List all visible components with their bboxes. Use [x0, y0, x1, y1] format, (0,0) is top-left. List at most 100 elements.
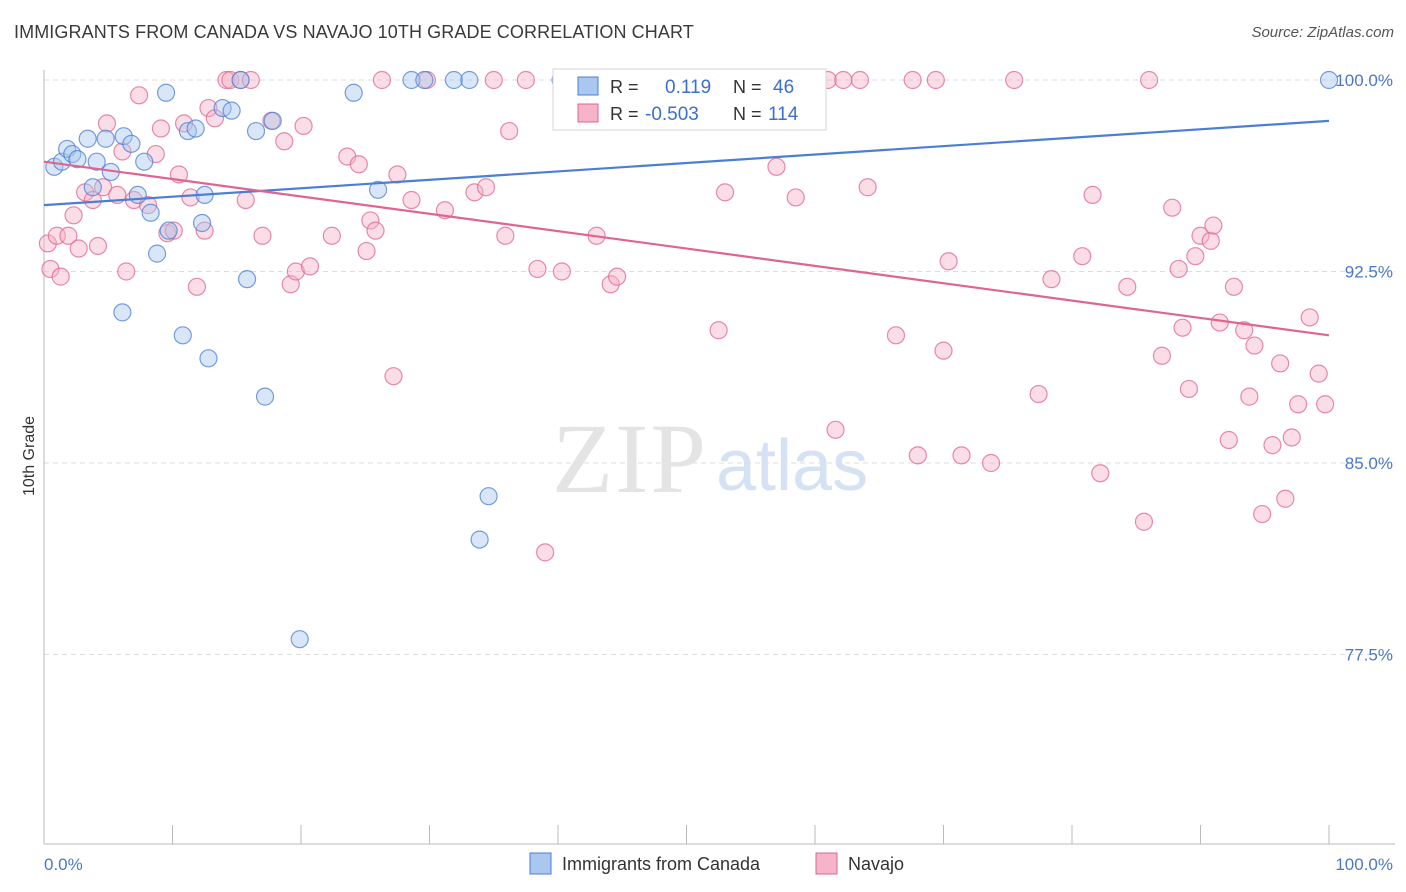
x-tick-label-max: 100.0% [1335, 855, 1393, 874]
chart-title: IMMIGRANTS FROM CANADA VS NAVAJO 10TH GR… [14, 22, 694, 42]
navajo-point [552, 262, 571, 281]
navajo-point [1152, 346, 1172, 365]
legend-n-value-2: 114 [768, 104, 799, 125]
canada-point [63, 144, 82, 164]
navajo-point [286, 262, 305, 281]
watermark-zip: ZIP [552, 403, 708, 514]
canada-point [113, 303, 132, 322]
bottom-legend: Immigrants from Canada Navajo [529, 852, 904, 875]
navajo-point [1029, 384, 1048, 404]
navajo-point [294, 116, 313, 136]
navajo-point [300, 257, 320, 276]
legend-r-label-2: R = [610, 104, 639, 124]
grid-lines [44, 79, 1395, 655]
bottom-legend-swatch-canada [529, 852, 552, 875]
navajo-point [1073, 247, 1092, 266]
legend-n-label-2: N = [733, 104, 762, 124]
navajo-point [1235, 321, 1254, 340]
navajo-point [465, 183, 484, 202]
canada-point [173, 326, 192, 345]
y-tick-label: 100.0% [1335, 71, 1393, 90]
watermark-atlas: atlas [716, 426, 868, 506]
navajo-point [1282, 428, 1301, 447]
navajo-point [767, 157, 786, 176]
navajo-point [372, 70, 392, 90]
navajo-point [187, 277, 207, 296]
canada-point [255, 387, 275, 406]
navajo-point [516, 70, 535, 90]
navajo-point [715, 183, 735, 202]
source-label: Source: ZipAtlas.com [1251, 24, 1394, 41]
navajo-point [834, 70, 853, 90]
canada-point [237, 270, 257, 289]
canada-point [78, 129, 97, 148]
navajo-point [64, 206, 83, 225]
canada-point [135, 152, 154, 171]
navajo-point [1271, 354, 1290, 373]
navajo-point [1169, 259, 1188, 279]
navajo-point [69, 239, 88, 258]
navajo-point [1224, 277, 1244, 296]
canada-point [263, 111, 282, 130]
navajo-point [1276, 489, 1295, 508]
navajo-point [402, 190, 421, 210]
canada-point [231, 70, 250, 90]
navajo-point [59, 226, 78, 245]
navajo-point [1083, 185, 1102, 204]
navajo-point [384, 367, 403, 386]
navajo-point [608, 267, 627, 286]
navajo-point [1210, 313, 1229, 332]
navajo-point [981, 453, 1001, 473]
canada-point [479, 487, 498, 506]
navajo-point [1091, 464, 1110, 483]
navajo-point [1163, 198, 1182, 217]
trend-lines [43, 119, 1330, 337]
canada-point [415, 70, 434, 90]
navajo-point [1300, 308, 1319, 327]
canada-point [122, 134, 141, 153]
navajo-point [1316, 395, 1335, 414]
bottom-legend-label-canada: Immigrants from Canada [562, 854, 761, 874]
canada-point [141, 203, 160, 222]
navajo-point [83, 190, 102, 210]
canada-point [159, 221, 178, 240]
canada-point [222, 101, 241, 120]
navajo-point [164, 221, 183, 240]
navajo-point [709, 321, 728, 340]
canada-points [45, 70, 1339, 649]
navajo-point [217, 70, 236, 90]
axes [43, 70, 1395, 845]
canada-point [96, 129, 115, 148]
navajo-point [1204, 216, 1223, 235]
canada-point [1319, 70, 1339, 90]
navajo-point [236, 190, 255, 210]
y-tick-label: 92.5% [1345, 263, 1393, 282]
watermark: ZIP atlas [552, 403, 868, 514]
navajo-point [221, 70, 240, 90]
navajo-point [181, 188, 200, 207]
y-tick-label: 85.0% [1345, 454, 1393, 473]
canada-point [344, 83, 363, 102]
navajo-point [850, 70, 870, 90]
canada-point [470, 530, 489, 549]
canada-point [87, 152, 106, 171]
navajo-point [205, 109, 225, 128]
navajo-point [1042, 270, 1061, 289]
navajo-point [528, 259, 547, 279]
y-tick-label: 77.5% [1345, 646, 1393, 665]
canada-point [460, 70, 479, 90]
y-tick-labels: 77.5% 85.0% 92.5% 100.0% [1335, 71, 1393, 665]
navajo-point [1240, 387, 1259, 406]
navajo-points [38, 70, 1335, 562]
navajo-point [1191, 226, 1210, 245]
navajo-point [388, 165, 407, 184]
navajo-point [1245, 336, 1264, 355]
legend-n-label-1: N = [733, 77, 762, 97]
navajo-point [1309, 364, 1328, 383]
canada-point [369, 180, 388, 199]
canada-point [290, 630, 309, 649]
navajo-point [786, 188, 805, 207]
canada-point [156, 83, 176, 102]
legend-r-label-1: R = [610, 77, 639, 97]
